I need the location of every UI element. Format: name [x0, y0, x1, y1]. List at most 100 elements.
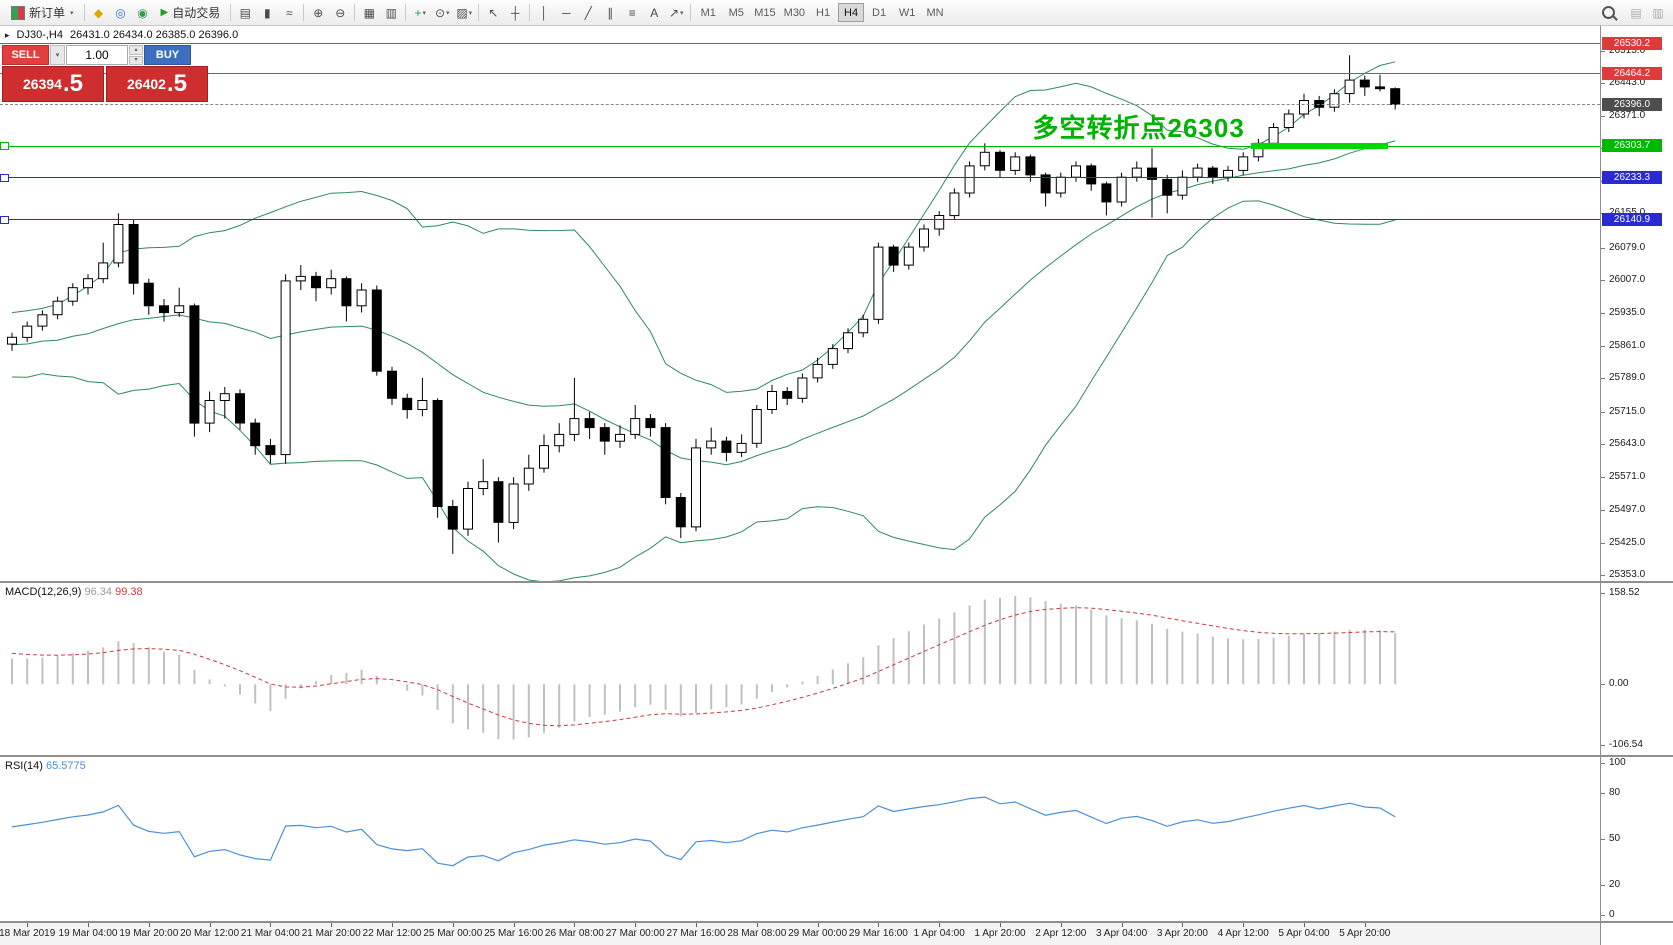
price-line-badge: 26303.7 — [1602, 139, 1662, 153]
horizontal-line-icon: ─ — [561, 5, 571, 20]
zoom-in-icon[interactable]: ⊕ — [307, 3, 329, 23]
search-icon[interactable] — [1602, 6, 1615, 19]
sell-price-fraction: .5 — [62, 70, 83, 97]
price-axis-label: 25425.0 — [1609, 536, 1646, 548]
time-axis-tick — [756, 923, 758, 927]
text-icon[interactable]: A — [643, 3, 665, 23]
candle-body — [888, 246, 899, 266]
ohlc-bars-icon[interactable]: ▤ — [234, 3, 256, 23]
lot-size-input[interactable] — [66, 45, 128, 65]
timeframe-m5[interactable]: M5 — [723, 3, 749, 22]
lot-dropdown-button[interactable]: ▾ — [50, 45, 65, 65]
candlestick-chart-icon[interactable]: ▮ — [256, 3, 278, 23]
chevron-down-icon: ▾ — [422, 9, 427, 17]
toolbar-separator — [529, 4, 531, 21]
new-order-button[interactable]: 新订单 ▾ — [4, 2, 81, 23]
panel-separator[interactable] — [0, 581, 1673, 583]
new-chart-icon[interactable]: ◆ — [88, 3, 110, 23]
macd-main-value: 96.34 — [84, 586, 113, 598]
zoom-out-icon[interactable]: ⊖ — [329, 3, 351, 23]
timeframe-h1[interactable]: H1 — [810, 3, 836, 22]
candle-body — [37, 314, 48, 327]
templates-icon: ▨ — [456, 5, 468, 20]
price-axis[interactable]: 26515.026443.026371.026299.026227.026155… — [1600, 26, 1673, 945]
time-axis-tick — [392, 923, 393, 927]
candle-body — [295, 275, 306, 282]
profiles-icon[interactable]: ◎ — [110, 3, 132, 23]
crosshair-icon[interactable]: ┼ — [504, 3, 526, 23]
panel-separator[interactable] — [0, 921, 1673, 923]
arrow-icon[interactable]: ↗ ▾ — [665, 3, 687, 23]
bollinger-upper-line — [11, 61, 1396, 393]
time-axis-label: 3 Apr 04:00 — [1096, 928, 1148, 939]
data-window-icon[interactable]: ▤ — [1625, 3, 1647, 23]
price-chart-panel[interactable]: ▸ DJ30-,H4 26431.0 26434.0 26385.0 26396… — [0, 26, 1600, 581]
time-axis-label: 27 Mar 16:00 — [666, 928, 726, 939]
vertical-line-icon: │ — [540, 5, 549, 20]
axis-tick — [1601, 247, 1605, 249]
timeframe-mn[interactable]: MN — [922, 3, 948, 22]
fibonacci-icon[interactable]: ≡ — [621, 3, 643, 23]
rsi-panel[interactable]: RSI(14) 65.5775 — [0, 757, 1600, 921]
time-axis-label: 21 Mar 04:00 — [240, 928, 300, 939]
cascade-windows-icon[interactable]: ▥ — [380, 3, 402, 23]
candle-body — [1359, 79, 1370, 88]
periods-icon[interactable]: ⊙ ▾ — [431, 3, 453, 23]
buy-price-button[interactable]: 26402 .5 — [106, 66, 208, 102]
candle-body — [995, 151, 1005, 171]
templates-icon[interactable]: ▨ ▾ — [453, 3, 475, 23]
timeframe-m15[interactable]: M15 — [751, 3, 778, 22]
tile-windows-icon[interactable]: ▦ — [358, 3, 380, 23]
time-axis-label: 27 Mar 00:00 — [605, 928, 665, 939]
candle-body — [1207, 167, 1218, 178]
price-axis-label: 25935.0 — [1609, 306, 1646, 318]
macd-axis-label: 158.52 — [1609, 586, 1640, 598]
line-chart-icon[interactable]: ≈ — [278, 3, 300, 23]
lot-increase-button[interactable]: ▴ — [129, 45, 143, 55]
candle-body — [691, 447, 701, 528]
candle-body — [280, 280, 291, 456]
timeframe-d1[interactable]: D1 — [866, 3, 892, 22]
buy-button[interactable]: BUY — [144, 45, 191, 65]
candle-body — [767, 391, 777, 410]
candle-body — [174, 305, 185, 314]
price-axis-label: 26515.0 — [1609, 44, 1646, 56]
price-axis-label: 25497.0 — [1609, 504, 1646, 516]
timeframe-w1[interactable]: W1 — [894, 3, 920, 22]
channel-icon[interactable]: ∥ — [599, 3, 621, 23]
arrow-icon: ↗ — [668, 5, 680, 20]
macd-axis-label: -106.54 — [1609, 739, 1643, 751]
macd-panel[interactable]: MACD(12,26,9) 96.34 99.38 — [0, 583, 1600, 755]
time-axis-tick — [696, 923, 697, 927]
time-axis[interactable]: 18 Mar 2019 19 Mar 04:00 19 Mar 20:00 20 Ma… — [0, 923, 1600, 945]
timeframe-m30[interactable]: M30 — [781, 3, 808, 22]
indicators-icon[interactable]: + ▾ — [409, 3, 431, 23]
one-click-toggle-icon[interactable]: ▸ — [5, 29, 10, 40]
autotrading-button[interactable]: ▶ 自动交易 — [154, 2, 228, 23]
candle-body — [1116, 176, 1127, 203]
candle-body — [52, 300, 63, 316]
timeframe-h4[interactable]: H4 — [838, 3, 865, 22]
trendline-icon[interactable]: ╱ — [577, 3, 599, 23]
candle-body — [508, 483, 519, 523]
navigator-icon[interactable]: ▥ — [1647, 3, 1669, 23]
candle-body — [250, 422, 261, 447]
sell-button[interactable]: SELL — [2, 45, 49, 65]
horizontal-line-icon[interactable]: ─ — [555, 3, 577, 23]
lot-decrease-button[interactable]: ▾ — [129, 55, 143, 65]
candle-body — [1147, 167, 1157, 180]
marketwatch-icon[interactable]: ◉ — [132, 3, 154, 23]
autotrading-label: 自动交易 — [172, 6, 221, 20]
time-axis-tick — [209, 923, 211, 927]
timeframe-m1[interactable]: M1 — [695, 3, 721, 22]
sell-price-button[interactable]: 26394 .5 — [2, 66, 104, 102]
panel-separator[interactable] — [0, 755, 1673, 757]
cursor-icon[interactable]: ↖ — [482, 3, 504, 23]
vertical-line-icon[interactable]: │ — [533, 3, 555, 23]
time-axis-label: 3 Apr 20:00 — [1156, 928, 1208, 939]
time-axis-label: 18 Mar 2019 — [0, 928, 56, 939]
bollinger-middle-line — [11, 140, 1396, 466]
candle-body — [1071, 165, 1081, 178]
time-axis-tick — [270, 923, 272, 927]
toolbar: 新订单 ▾ ◆ ◎ ◉ ▶ 自动交易 ▤ ▮ ≈ ⊕ ⊖ ▦ ▥ + ▾ ⊙ ▾ ▨ ▾ ↖ ┼ │ ─ ╱ ∥ ≡ A ↗ ▾… — [0, 0, 1673, 26]
